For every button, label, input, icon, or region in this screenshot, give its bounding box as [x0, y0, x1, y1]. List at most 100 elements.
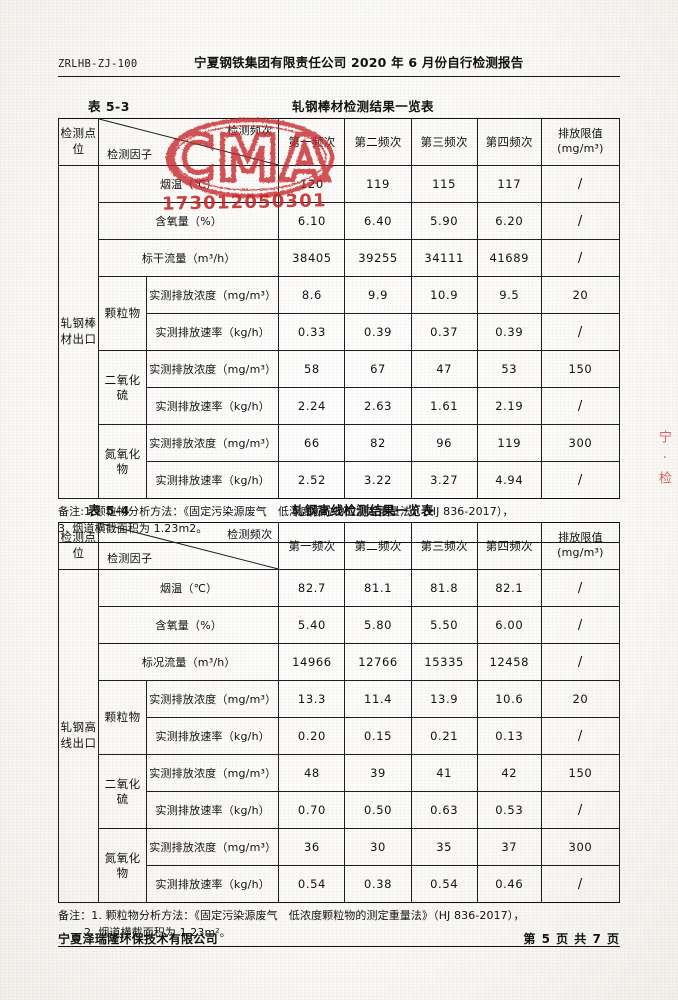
value-cell: 36 — [278, 828, 346, 866]
value-cell: 0.70 — [278, 791, 346, 829]
factor-item: 实测排放速率（kg/h） — [146, 313, 280, 351]
table-row: 实测排放速率（kg/h） 0.70 0.50 0.63 0.53 / — [59, 791, 621, 829]
table-caption-5-3: 表 5-3 轧钢棒材检测结果一览表 — [58, 96, 620, 116]
table-row: 二氧化硫 实测排放浓度（mg/m³） 48 39 41 42 150 — [59, 754, 621, 829]
value-cell: 115 — [410, 165, 478, 203]
table-caption-5-4: 表 5-4 轧钢高线检测结果一览表 — [58, 500, 620, 520]
pollutant-group: 二氧化硫 — [98, 754, 148, 829]
table-row: 氮氧化物 实测排放浓度（mg/m³） 36 30 35 37 300 — [59, 828, 621, 903]
value-cell: 41689 — [476, 239, 542, 277]
value-cell: 10.9 — [410, 276, 478, 314]
factor-item: 实测排放浓度（mg/m³） — [146, 754, 280, 792]
factor-item: 实测排放速率（kg/h） — [146, 791, 280, 829]
table-row: 二氧化硫 实测排放浓度（mg/m³） 58 67 47 53 150 — [59, 350, 621, 425]
limit-cell: / — [540, 239, 621, 277]
limit-cell: / — [540, 313, 621, 351]
value-cell: 35 — [410, 828, 478, 866]
header-freq-1: 第一频次 — [278, 118, 346, 166]
factor-item: 标况流量（m³/h） — [98, 643, 280, 681]
value-cell: 5.80 — [344, 606, 412, 644]
value-cell: 14966 — [278, 643, 346, 681]
value-cell: 41 — [410, 754, 478, 792]
value-cell: 119 — [476, 424, 542, 462]
value-cell: 0.54 — [410, 865, 478, 903]
value-cell: 11.4 — [344, 680, 412, 718]
table-block-5-4: 表 5-4 轧钢高线检测结果一览表 检测点位 检测频次 — [57, 500, 621, 948]
header-freq-4: 第四频次 — [476, 522, 542, 570]
limit-cell: 150 — [540, 754, 621, 792]
factor-item: 含氧量（%） — [98, 606, 280, 644]
limit-cell: / — [540, 791, 621, 829]
value-cell: 12458 — [476, 643, 542, 681]
header-factor-label: 检测因子 — [107, 552, 153, 565]
footer-company: 宁夏泽瑞隆环保技术有限公司 — [58, 932, 218, 946]
diagonal-divider-icon — [99, 523, 278, 569]
value-cell: 1.61 — [410, 387, 478, 425]
results-table-wire-rod: 检测点位 检测频次 检测因子 第一频次 第二频次 第三频次 第四频次 排放限值 — [57, 522, 621, 903]
header-factor-label: 检测因子 — [107, 148, 153, 161]
value-cell: 9.9 — [344, 276, 412, 314]
value-cell: 67 — [344, 350, 412, 388]
header-point-location: 检测点位 — [57, 118, 100, 166]
notes-line-2: 2. 烟道横截面积为 1.23m²。 — [84, 926, 231, 940]
table-block-5-3: 表 5-3 轧钢棒材检测结果一览表 检测点位 检测频次 — [57, 96, 621, 544]
pollutant-group: 二氧化硫 — [98, 350, 148, 425]
table-row: 实测排放速率（kg/h） 2.24 2.63 1.61 2.19 / — [59, 387, 621, 425]
value-cell: 0.39 — [476, 313, 542, 351]
value-cell: 37 — [476, 828, 542, 866]
table-row: 颗粒物 实测排放浓度（mg/m³） 13.3 11.4 13.9 10.6 20 — [59, 680, 621, 755]
table-row: 颗粒物 实测排放浓度（mg/m³） 8.6 9.9 10.9 9.5 20 — [59, 276, 621, 351]
table-row: 实测排放速率（kg/h） 2.52 3.22 3.27 4.94 / — [59, 461, 621, 499]
factor-item: 烟温（℃） — [98, 165, 280, 203]
header-freq-2: 第二频次 — [344, 522, 412, 570]
table-body-5-3: 轧钢棒材出口 烟温（℃） 120 119 115 117 / 含氧量（%） 6.… — [57, 165, 621, 499]
value-cell: 0.63 — [410, 791, 478, 829]
pollutant-group: 氮氧化物 — [98, 424, 148, 499]
value-cell: 5.50 — [410, 606, 478, 644]
value-cell: 6.00 — [476, 606, 542, 644]
value-cell: 6.40 — [344, 202, 412, 240]
limit-cell: 20 — [540, 276, 621, 314]
point-location-cell: 轧钢高线出口 — [57, 569, 100, 903]
table-row: 标况流量（m³/h） 14966 12766 15335 12458 / — [59, 643, 621, 681]
notes-line-1: 备注：1. 颗粒物分析方法：《固定污染源废气 低浓度颗粒物的测定重量法》（HJ … — [58, 909, 525, 922]
value-cell: 81.8 — [410, 569, 478, 607]
pollutant-group: 颗粒物 — [98, 276, 148, 351]
factor-item: 实测排放速率（kg/h） — [146, 865, 280, 903]
limit-cell: / — [540, 461, 621, 499]
value-cell: 38405 — [278, 239, 346, 277]
value-cell: 6.20 — [476, 202, 542, 240]
page-header: ZRLHB-ZJ-100 宁夏钢铁集团有限责任公司 2020 年 6 月份自行检… — [58, 52, 620, 71]
value-cell: 2.52 — [278, 461, 346, 499]
report-title: 宁夏钢铁集团有限责任公司 2020 年 6 月份自行检测报告 — [194, 55, 524, 70]
value-cell: 9.5 — [476, 276, 542, 314]
header-diagonal-cell: 检测频次 检测因子 — [98, 118, 280, 166]
value-cell: 117 — [476, 165, 542, 203]
value-cell: 0.46 — [476, 865, 542, 903]
value-cell: 58 — [278, 350, 346, 388]
value-cell: 82 — [344, 424, 412, 462]
limit-cell: / — [540, 606, 621, 644]
footer-page-number: 第 5 页 共 7 页 — [523, 932, 620, 946]
document-code: ZRLHB-ZJ-100 — [58, 58, 138, 70]
page-footer: 宁夏泽瑞隆环保技术有限公司 第 5 页 共 7 页 — [58, 930, 620, 947]
factor-item: 实测排放浓度（mg/m³） — [146, 350, 280, 388]
factor-item: 标干流量（m³/h） — [98, 239, 280, 277]
value-cell: 39 — [344, 754, 412, 792]
header-divider — [58, 76, 620, 77]
value-cell: 53 — [476, 350, 542, 388]
limit-cell: / — [540, 569, 621, 607]
point-location-cell: 轧钢棒材出口 — [57, 165, 100, 499]
value-cell: 82.7 — [278, 569, 346, 607]
value-cell: 0.38 — [344, 865, 412, 903]
value-cell: 0.39 — [344, 313, 412, 351]
table-row: 轧钢棒材出口 烟温（℃） 120 119 115 117 / — [57, 165, 621, 499]
header-frequency-label: 检测频次 — [227, 124, 273, 137]
table-body-5-4: 轧钢高线出口 烟温（℃） 82.7 81.1 81.8 82.1 / 含氧量（%… — [57, 569, 621, 903]
value-cell: 47 — [410, 350, 478, 388]
value-cell: 0.53 — [476, 791, 542, 829]
table-title: 轧钢高线检测结果一览表 — [292, 503, 434, 518]
value-cell: 5.90 — [410, 202, 478, 240]
header-freq-3: 第三频次 — [410, 118, 478, 166]
